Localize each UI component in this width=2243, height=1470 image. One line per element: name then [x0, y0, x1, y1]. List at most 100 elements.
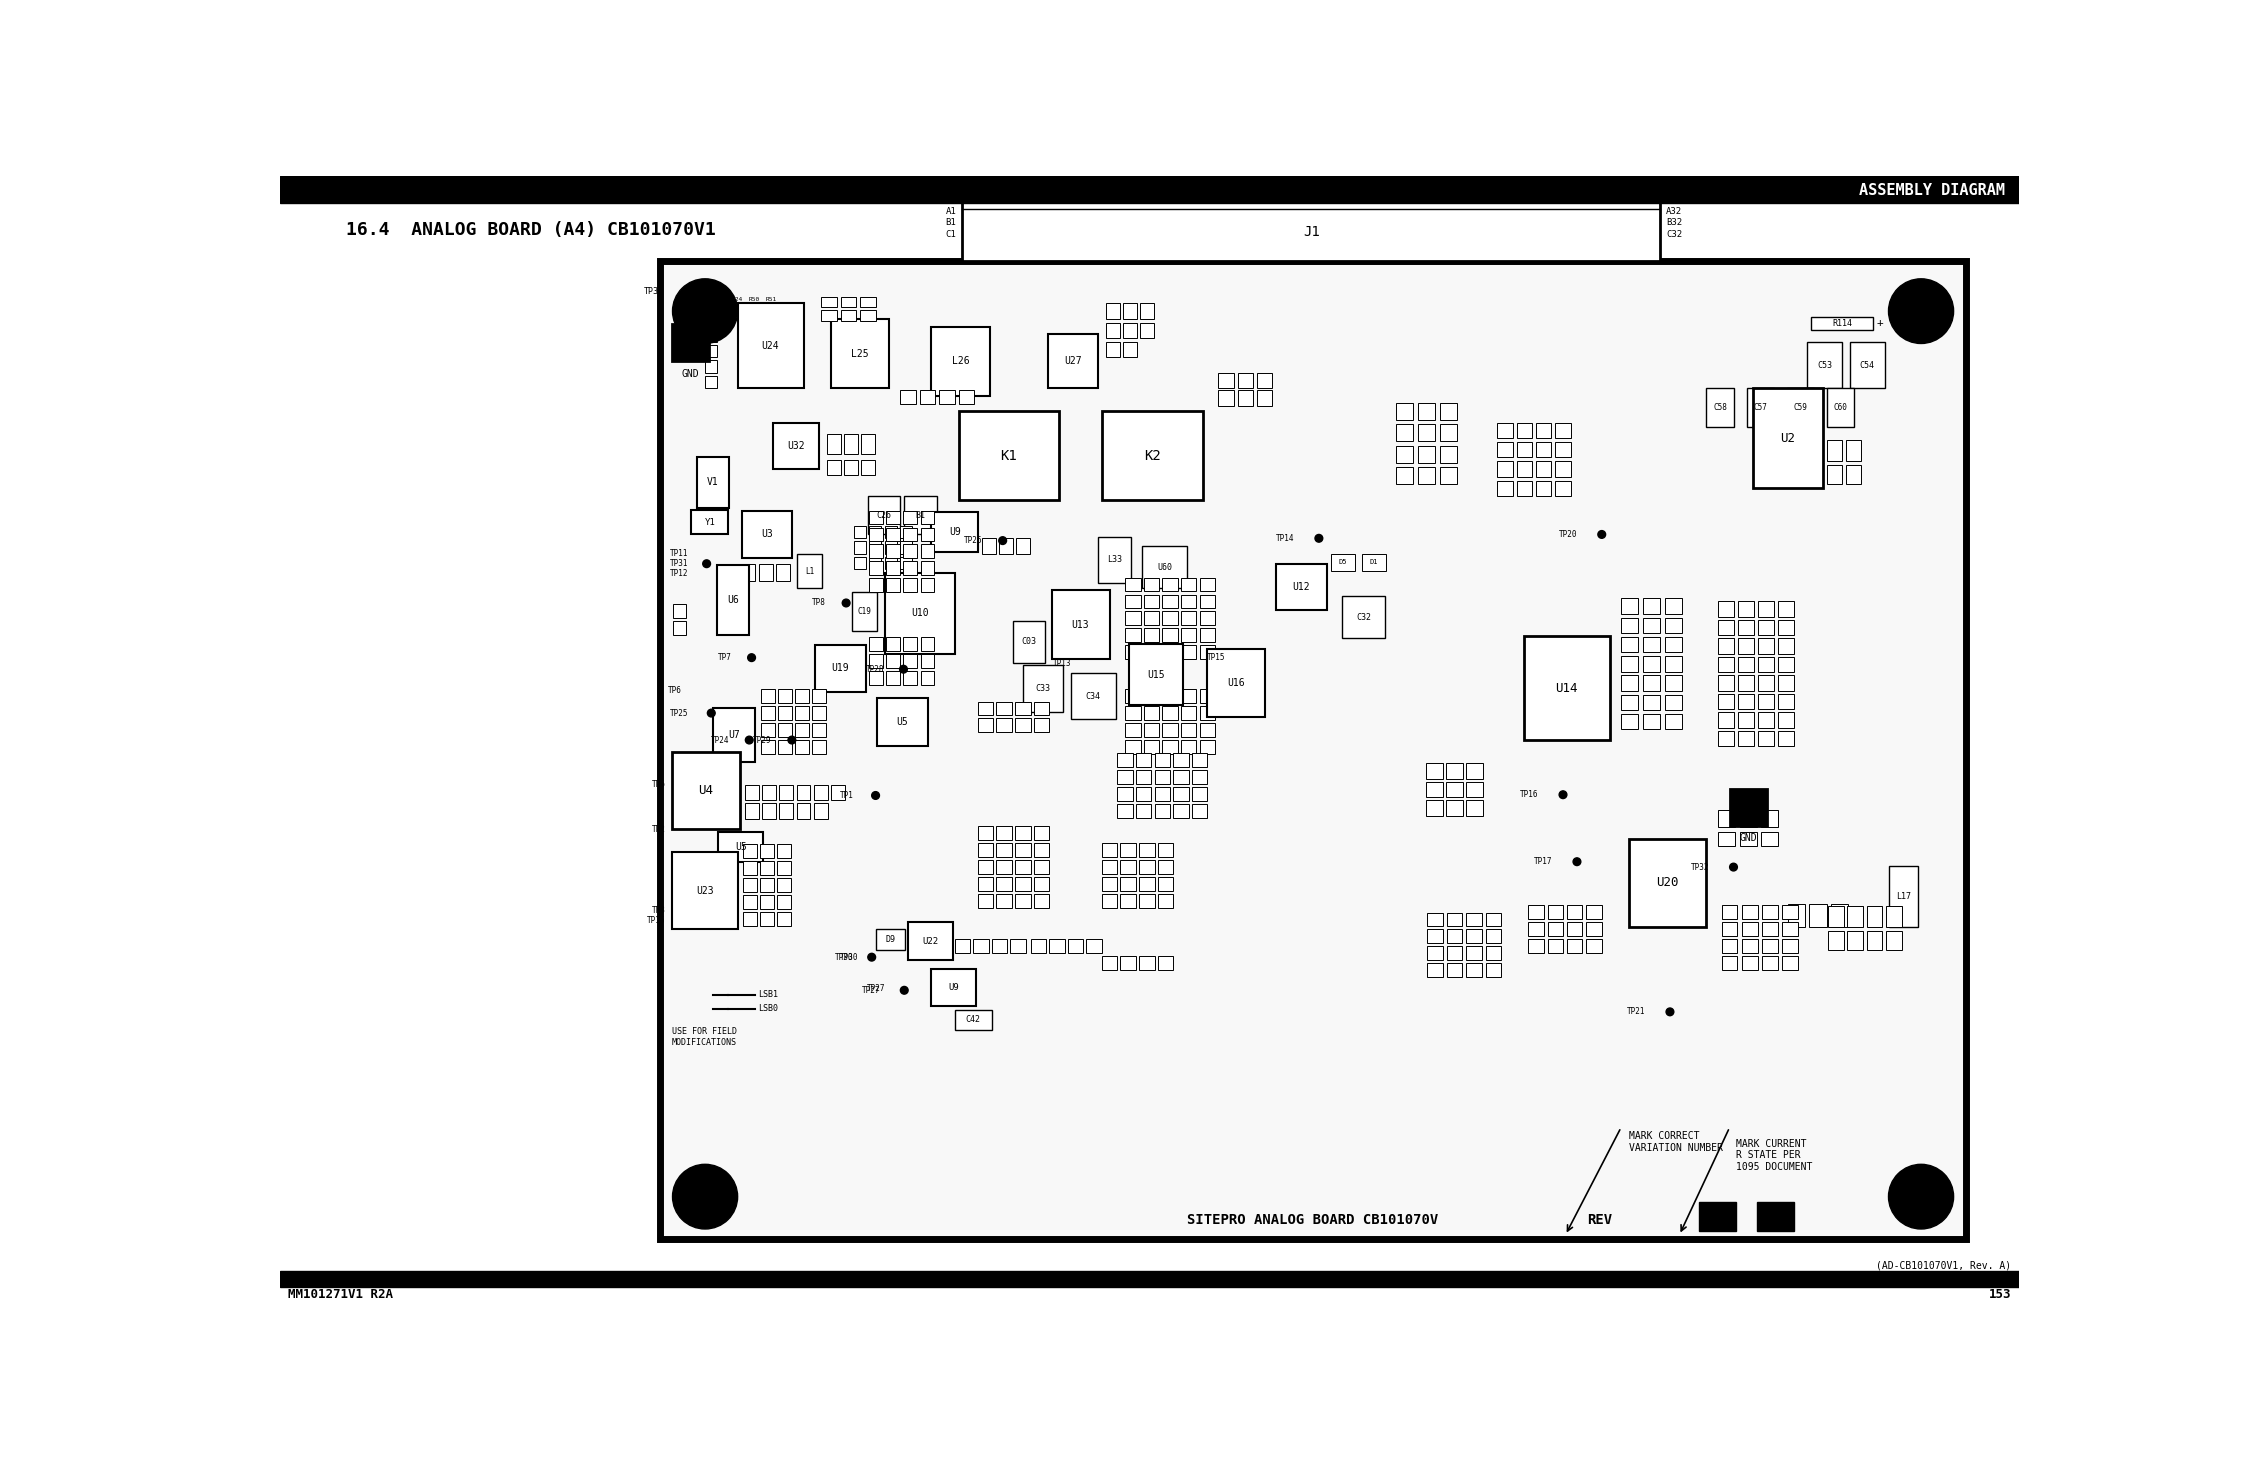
Bar: [886, 654, 899, 667]
Bar: [870, 557, 881, 569]
Bar: [1886, 931, 1902, 950]
Bar: [1848, 931, 1864, 950]
Text: U4: U4: [698, 785, 713, 797]
Text: U9: U9: [949, 528, 960, 537]
Bar: [899, 541, 913, 554]
Bar: [1642, 637, 1660, 653]
Bar: [1779, 620, 1794, 635]
Bar: [1144, 645, 1160, 659]
Bar: [1496, 481, 1512, 495]
Bar: [760, 895, 774, 908]
Bar: [843, 460, 857, 475]
Bar: [1418, 425, 1436, 441]
Bar: [812, 739, 825, 754]
Bar: [1124, 323, 1137, 338]
Bar: [1586, 922, 1602, 935]
Bar: [875, 929, 904, 950]
Bar: [1173, 786, 1189, 801]
Bar: [1718, 601, 1734, 617]
Bar: [1664, 656, 1682, 672]
Bar: [821, 310, 837, 320]
Bar: [1173, 804, 1189, 817]
Circle shape: [747, 654, 756, 662]
Bar: [958, 412, 1059, 500]
Bar: [1155, 786, 1171, 801]
Bar: [1047, 334, 1099, 388]
Bar: [904, 637, 917, 651]
Bar: [1496, 462, 1512, 476]
Bar: [1427, 947, 1442, 960]
Bar: [1155, 804, 1171, 817]
Bar: [870, 562, 884, 575]
Text: TP33: TP33: [644, 288, 664, 297]
Bar: [920, 390, 935, 404]
Bar: [794, 723, 810, 736]
Text: TP30: TP30: [834, 953, 855, 961]
Text: R114: R114: [1833, 319, 1853, 328]
Bar: [1238, 391, 1254, 406]
Bar: [794, 706, 810, 720]
Circle shape: [843, 600, 850, 607]
Bar: [1034, 826, 1050, 841]
Bar: [1642, 617, 1660, 634]
Bar: [1106, 323, 1119, 338]
Bar: [920, 637, 935, 651]
Text: TP1: TP1: [839, 791, 855, 800]
Bar: [778, 706, 792, 720]
Bar: [1180, 706, 1196, 720]
Text: MARK CURRENT
R STATE PER
1095 DOCUMENT: MARK CURRENT R STATE PER 1095 DOCUMENT: [1736, 1139, 1812, 1172]
Text: C03: C03: [1021, 638, 1036, 647]
Bar: [1173, 753, 1189, 767]
Bar: [1828, 931, 1844, 950]
Bar: [978, 826, 994, 841]
Bar: [1122, 956, 1135, 970]
Text: B1: B1: [915, 510, 926, 520]
Bar: [1723, 906, 1738, 919]
Bar: [1738, 713, 1754, 728]
Bar: [1527, 939, 1543, 953]
Bar: [1200, 594, 1216, 609]
Bar: [1485, 947, 1501, 960]
Bar: [1126, 645, 1142, 659]
Bar: [1738, 657, 1754, 672]
Text: C34: C34: [1086, 692, 1101, 701]
Bar: [704, 360, 718, 373]
Bar: [1810, 904, 1826, 928]
Bar: [1191, 804, 1207, 817]
Bar: [1070, 673, 1115, 719]
Bar: [1330, 554, 1355, 570]
Bar: [781, 803, 794, 819]
Bar: [760, 911, 774, 926]
Bar: [861, 460, 875, 475]
Bar: [1743, 956, 1759, 970]
Text: U12: U12: [1292, 582, 1310, 592]
Bar: [1200, 628, 1216, 642]
Bar: [855, 526, 866, 538]
Circle shape: [1597, 531, 1606, 538]
Bar: [760, 706, 774, 720]
Bar: [1016, 844, 1030, 857]
Bar: [904, 510, 917, 525]
Bar: [982, 538, 996, 554]
Bar: [1173, 770, 1189, 784]
Text: TP7: TP7: [718, 653, 731, 662]
Text: C59: C59: [1794, 403, 1808, 412]
Bar: [1723, 922, 1738, 935]
Bar: [1707, 388, 1734, 426]
Bar: [1729, 788, 1767, 826]
Bar: [1516, 462, 1532, 476]
Bar: [1144, 628, 1160, 642]
Bar: [1200, 689, 1216, 703]
Bar: [904, 562, 917, 575]
Bar: [1846, 440, 1862, 462]
Bar: [1191, 786, 1207, 801]
Text: C24: C24: [731, 297, 742, 303]
Bar: [760, 689, 774, 703]
Bar: [1718, 620, 1734, 635]
Bar: [1276, 563, 1326, 610]
Bar: [1418, 403, 1436, 420]
Bar: [772, 423, 819, 469]
Bar: [1788, 388, 1815, 426]
Bar: [1126, 628, 1142, 642]
Bar: [1016, 878, 1030, 891]
